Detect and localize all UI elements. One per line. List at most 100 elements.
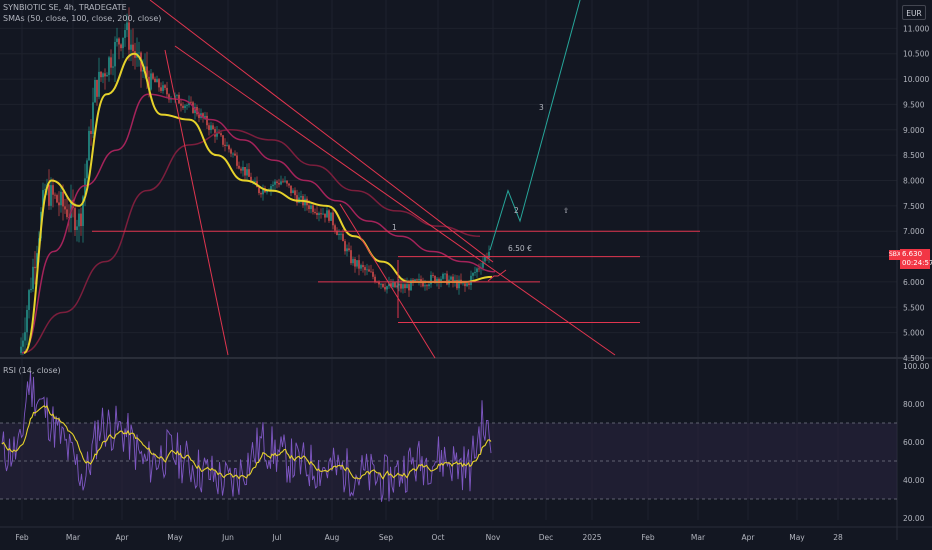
- currency-button[interactable]: EUR: [902, 5, 926, 20]
- candle-body: [344, 241, 346, 252]
- candle-body: [86, 160, 88, 179]
- candle-body: [222, 135, 224, 145]
- candle-body: [330, 212, 332, 221]
- candle-body: [478, 268, 480, 270]
- candle-body: [278, 183, 280, 185]
- candle-body: [142, 70, 144, 72]
- candle-body: [228, 145, 230, 150]
- candle-body: [368, 269, 370, 272]
- time-tick: Feb: [641, 533, 655, 542]
- candle-body: [220, 133, 222, 136]
- candle-body: [124, 30, 126, 38]
- candle-body: [308, 205, 310, 210]
- candle-body: [226, 145, 228, 147]
- candle-body: [76, 226, 78, 230]
- candle-body: [114, 41, 116, 67]
- candle-body: [56, 195, 58, 203]
- candle-body: [30, 288, 32, 291]
- candle-body: [22, 340, 24, 347]
- bar-countdown: 00:24:57: [902, 259, 932, 267]
- candle-body: [234, 153, 236, 156]
- candle-body: [166, 87, 168, 95]
- candle-body: [434, 275, 436, 283]
- candle-body: [160, 87, 162, 91]
- candle-body: [324, 213, 326, 218]
- time-tick: May: [789, 533, 805, 542]
- candle-body: [208, 125, 210, 130]
- candle-body: [288, 183, 290, 186]
- elliott-projection: [489, 0, 581, 251]
- rsi-tick: 80.00: [903, 400, 925, 409]
- price-tick: 8.000: [903, 177, 925, 186]
- candle-body: [464, 283, 466, 287]
- candle-body: [94, 79, 96, 103]
- last-price-badge: 6.630 00:24:57: [900, 249, 932, 269]
- price-tick: 7.000: [903, 227, 925, 236]
- candle-body: [162, 85, 164, 91]
- wave-2-label: 2: [514, 206, 519, 215]
- candle-body: [100, 71, 102, 78]
- candle-body: [356, 260, 358, 267]
- candle-body: [436, 278, 438, 283]
- candle-body: [328, 210, 330, 221]
- candle-body: [266, 190, 268, 193]
- candle-body: [476, 268, 478, 273]
- price-tick: 6.000: [903, 278, 925, 287]
- candle-body: [20, 346, 22, 353]
- candle-body: [334, 225, 336, 231]
- candle-body: [456, 280, 458, 289]
- candle-body: [414, 279, 416, 282]
- time-tick: Mar: [691, 533, 706, 542]
- candle-body: [422, 282, 424, 287]
- candle-body: [184, 105, 186, 108]
- candle-body: [300, 196, 302, 198]
- candle-body: [318, 213, 320, 215]
- candle-body: [282, 181, 284, 183]
- candle-body: [130, 44, 132, 50]
- candle-body: [352, 259, 354, 264]
- candle-body: [320, 213, 322, 215]
- candle-body: [488, 251, 490, 259]
- candle-body: [404, 284, 406, 289]
- candle-body: [362, 265, 364, 268]
- rsi-tick: 40.00: [903, 476, 925, 485]
- candle-body: [374, 276, 376, 282]
- candle-body: [248, 169, 250, 177]
- candle-body: [112, 66, 114, 68]
- candle-body: [408, 284, 410, 291]
- candle-body: [472, 273, 474, 276]
- candle-body: [292, 190, 294, 194]
- trendline-main: [149, 0, 494, 263]
- rsi-tick: 20.00: [903, 514, 925, 523]
- sma100-line: [21, 93, 496, 354]
- candle-body: [148, 76, 150, 90]
- candle-body: [360, 265, 362, 269]
- candle-body: [290, 185, 292, 194]
- rsi-legend: RSI (14, close): [3, 366, 61, 375]
- price-tick: 4.500: [903, 354, 925, 363]
- time-tick: Mar: [66, 533, 81, 542]
- candle-body: [250, 176, 252, 183]
- candle-body: [146, 66, 148, 77]
- sma200-line: [21, 129, 481, 354]
- candle-body: [276, 181, 278, 184]
- candle-body: [190, 101, 192, 103]
- candle-body: [108, 57, 110, 76]
- candle-body: [32, 266, 34, 289]
- candle-body: [322, 213, 324, 215]
- candle-body: [366, 269, 368, 271]
- candle-body: [314, 211, 316, 213]
- candle-body: [440, 278, 442, 283]
- time-tick: Oct: [432, 533, 445, 542]
- candle-body: [152, 73, 154, 79]
- candle-body: [398, 283, 400, 286]
- candle-body: [416, 279, 418, 281]
- candle-body: [104, 73, 106, 77]
- wave-3-label: 3: [539, 103, 544, 112]
- candle-body: [132, 44, 134, 52]
- candle-body: [88, 130, 90, 161]
- candle-body: [182, 105, 184, 108]
- candle-body: [280, 181, 282, 185]
- candle-body: [62, 191, 64, 207]
